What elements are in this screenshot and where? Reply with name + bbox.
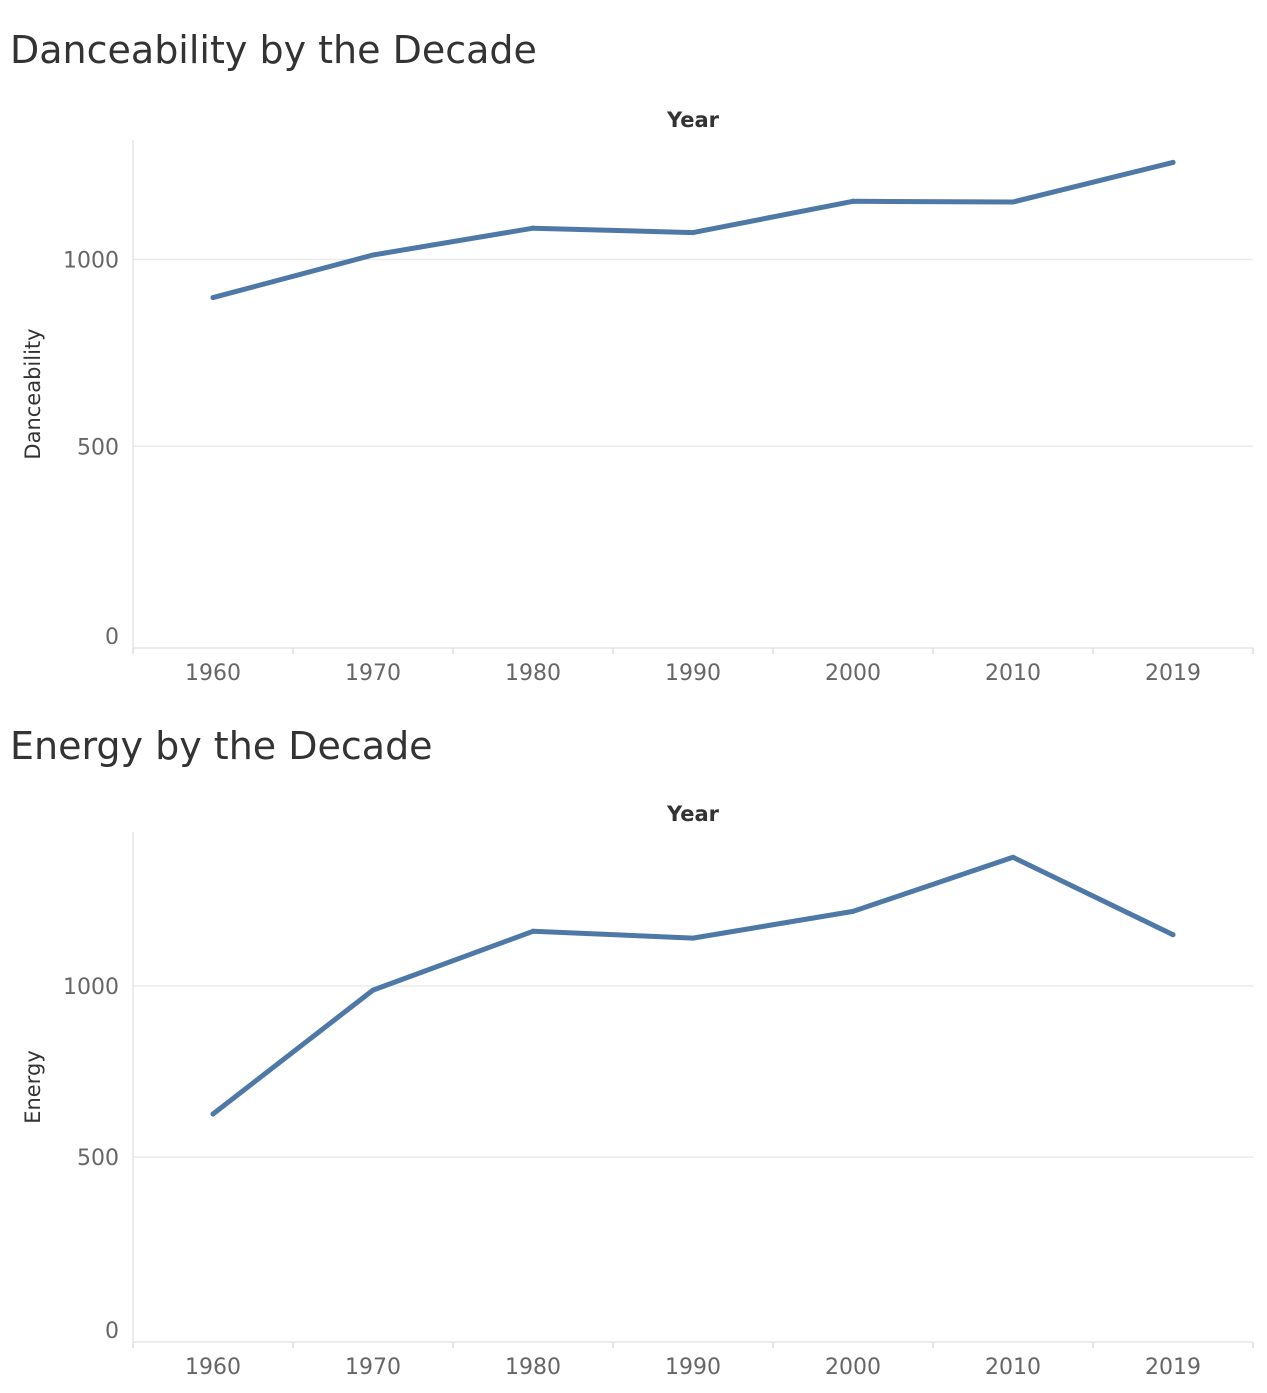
- data-point: [1010, 854, 1016, 860]
- x-tick-label: 1990: [665, 661, 721, 686]
- x-tick-label: 1970: [345, 661, 401, 686]
- chart-title: Energy by the Decade: [10, 724, 433, 768]
- x-tick-label: 2000: [825, 1355, 881, 1380]
- danceability-plot: 0 500 1000 1960 1970 1980 1990 2000 2010 2019 Year…: [21, 108, 1254, 686]
- y-tick-label: 1000: [63, 975, 119, 1000]
- data-point: [1170, 159, 1176, 165]
- y-tick-label: 500: [77, 1146, 119, 1171]
- x-tick-label: 1960: [185, 1355, 241, 1380]
- x-tick-label: 2019: [1145, 661, 1201, 686]
- y-tick-label: 500: [77, 435, 119, 460]
- data-point: [210, 295, 216, 301]
- energy-plot: 0 500 1000 1960 1970 1980 1990 2000 2010 2019 Year…: [21, 802, 1254, 1380]
- data-point: [850, 198, 856, 204]
- data-point: [370, 987, 376, 993]
- x-tick-label: 1990: [665, 1355, 721, 1380]
- x-tick-label: 1980: [505, 1355, 561, 1380]
- x-tick-label: 1970: [345, 1355, 401, 1380]
- data-point: [530, 225, 536, 231]
- y-axis-title: Danceability: [21, 328, 45, 459]
- data-point: [210, 1111, 216, 1117]
- data-point: [530, 928, 536, 934]
- data-point: [1010, 199, 1016, 205]
- series-line: [210, 159, 1176, 301]
- x-header-label: Year: [666, 802, 720, 826]
- x-tick-label: 2000: [825, 661, 881, 686]
- y-axis-title: Energy: [21, 1050, 45, 1124]
- y-tick-label: 1000: [63, 249, 119, 274]
- x-tick-label: 2010: [985, 1355, 1041, 1380]
- x-tick-label: 1980: [505, 661, 561, 686]
- x-tick-label: 2010: [985, 661, 1041, 686]
- data-point: [370, 252, 376, 258]
- data-point: [690, 230, 696, 236]
- x-tick-label: 2019: [1145, 1355, 1201, 1380]
- x-tick-label: 1960: [185, 661, 241, 686]
- chart-title: Danceability by the Decade: [10, 28, 537, 72]
- x-header-label: Year: [666, 108, 720, 132]
- data-point: [850, 908, 856, 914]
- y-tick-label: 0: [105, 625, 119, 650]
- data-point: [690, 935, 696, 941]
- y-tick-label: 0: [105, 1319, 119, 1344]
- data-point: [1170, 932, 1176, 938]
- danceability-chart: Danceability by the Decade 0 500 1000 1960 1…: [0, 0, 1267, 694]
- energy-chart: Energy by the Decade 0 500 1000 1960 1970 198…: [0, 694, 1267, 1393]
